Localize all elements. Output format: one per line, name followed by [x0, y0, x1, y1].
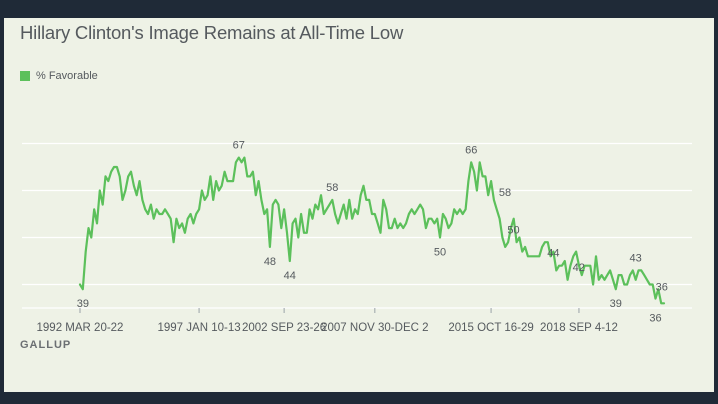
- gridlines: [22, 142, 692, 309]
- legend-label: % Favorable: [36, 70, 98, 82]
- series: [78, 156, 666, 305]
- x-tick-label: 2007 NOV 30-DEC 2: [321, 322, 428, 334]
- x-tick-label: 1992 MAR 20-22: [37, 322, 124, 334]
- data-label: 50: [434, 247, 446, 259]
- source-label: GALLUP: [20, 339, 72, 351]
- data-label: 48: [264, 256, 276, 268]
- legend: % Favorable: [20, 70, 98, 82]
- legend-swatch: [20, 71, 30, 81]
- data-label: 39: [610, 298, 622, 310]
- x-tick-label: 2018 SEP 4-12: [540, 322, 618, 334]
- x-tick-label: 2002 SEP 23-26: [242, 322, 326, 334]
- x-tick-label: 1997 JAN 10-13: [158, 322, 241, 334]
- data-label: 44: [284, 270, 296, 282]
- data-label: 66: [465, 144, 477, 156]
- chart-title: Hillary Clinton's Image Remains at All-T…: [20, 22, 404, 43]
- data-label: 36: [649, 312, 661, 324]
- data-label: 42: [573, 262, 585, 274]
- data-label: 43: [630, 252, 642, 264]
- data-label: 67: [233, 140, 245, 152]
- data-label: 36: [656, 281, 668, 293]
- data-label: 58: [326, 182, 338, 194]
- x-axis-ticks: 1992 MAR 20-22 1997 JAN 10-13 2002 SEP 23-…: [37, 308, 618, 334]
- series-line-favorable: [78, 156, 666, 305]
- data-label: 44: [547, 248, 559, 260]
- data-label: 58: [499, 187, 511, 199]
- data-label: 50: [507, 225, 519, 237]
- x-tick-label: 2015 OCT 16-29: [448, 322, 533, 334]
- data-label: 39: [77, 298, 89, 310]
- data-labels: 39 67 48 44 58 50 66 58 50 44 42 39 43 36 36: [77, 140, 668, 325]
